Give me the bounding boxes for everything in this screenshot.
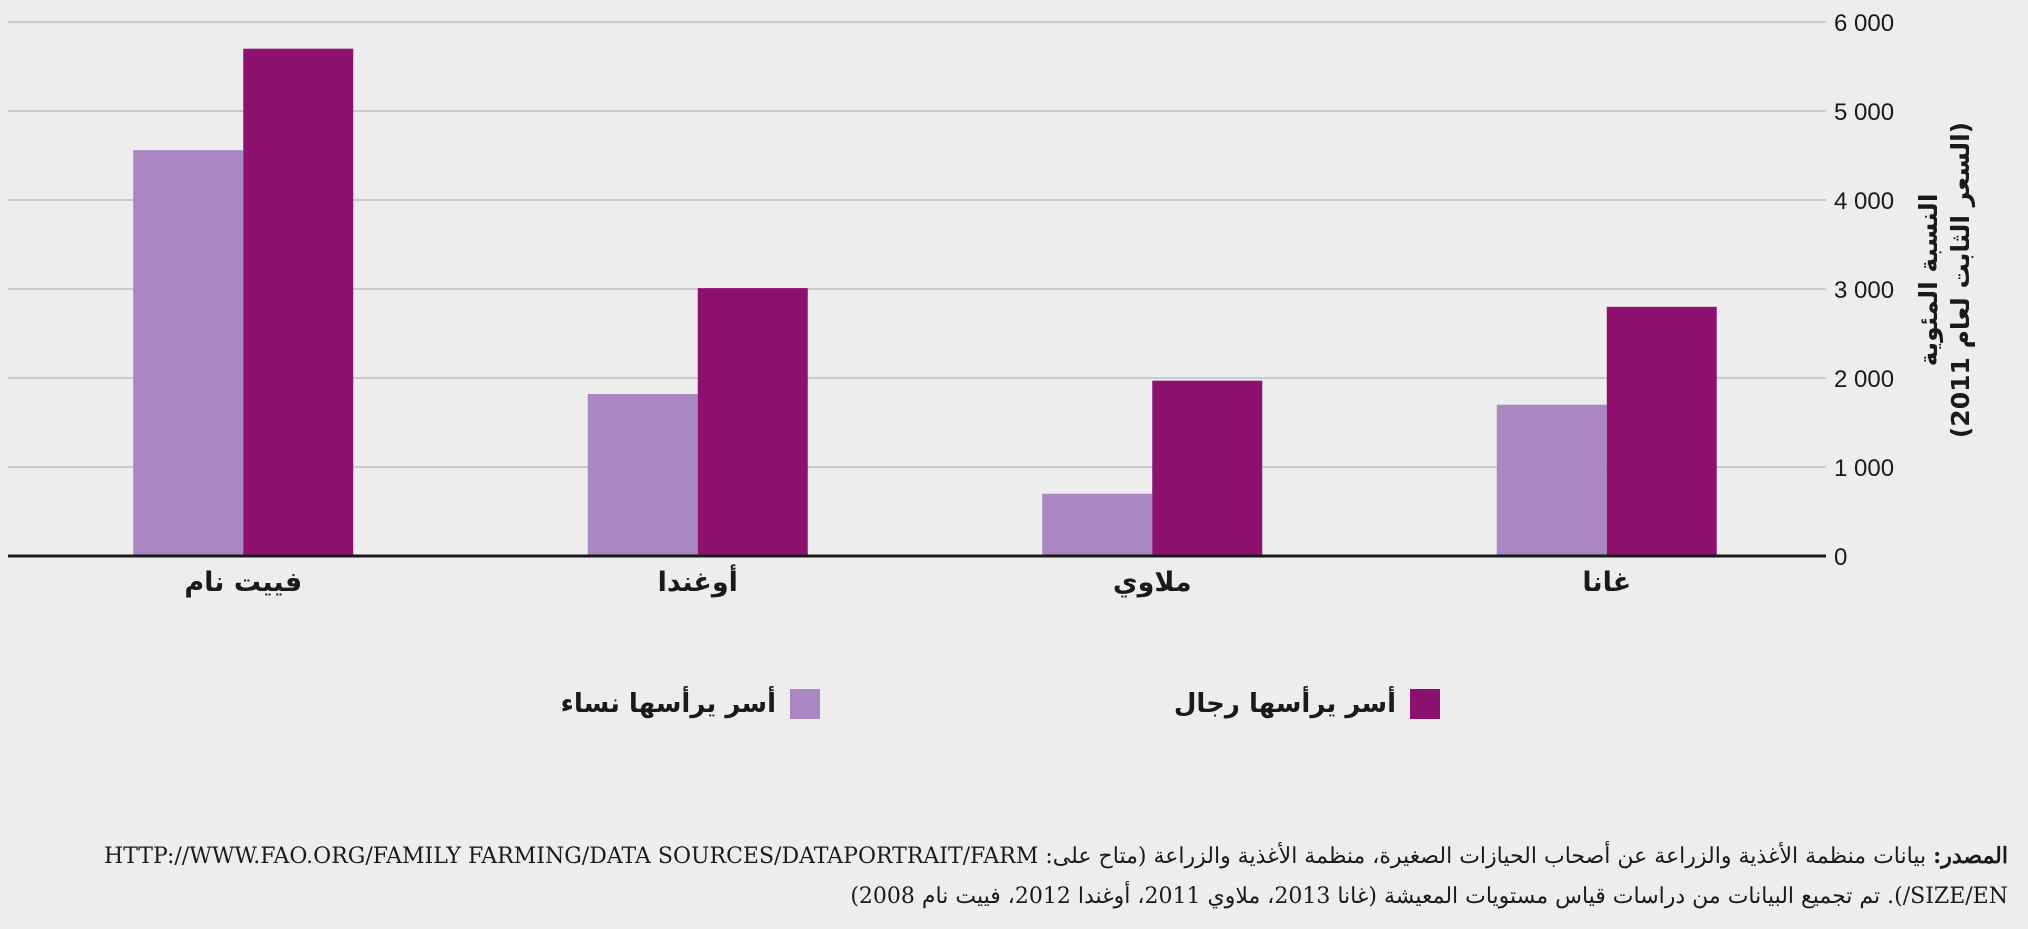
y-axis-ticks: 0 1 000 2 000 3 000 4 000 5 000 6 000 [1834, 10, 1894, 571]
bar [243, 48, 354, 556]
bar [1042, 493, 1153, 556]
legend-swatch-men [1410, 689, 1440, 719]
legend-item-women: أسر يرأسها نساء [561, 682, 820, 726]
y-tick-label: 2 000 [1834, 366, 1894, 393]
y-axis-label-line-1: النسبة المئوية [1914, 193, 1943, 367]
y-tick-label: 4 000 [1834, 188, 1894, 215]
x-category-label: فييت نام [184, 567, 302, 598]
source-label: المصدر: [1933, 843, 2008, 869]
x-axis-categories: غانا ملاوي أوغندا فييت نام [184, 564, 1631, 598]
x-category-label: أوغندا [658, 564, 738, 598]
x-category-label: غانا [1582, 567, 1631, 598]
bar [697, 288, 808, 556]
bar-chart: 0 1 000 2 000 3 000 4 000 5 000 6 000 غانا ملاو… [8, 10, 1894, 598]
y-axis-label: النسبة المئوية (السعر الثابت لعام 2011) [1900, 10, 1990, 550]
y-tick-label: 0 [1834, 544, 1847, 571]
source-note: المصدر: بيانات منظمة الأغذية والزراعة عن… [20, 836, 2008, 917]
y-tick-label: 3 000 [1834, 277, 1894, 304]
legend-item-men: أسر يرأسها رجال [1174, 682, 1440, 726]
y-tick-label: 6 000 [1834, 10, 1894, 37]
y-tick-label: 1 000 [1834, 455, 1894, 482]
bar [1152, 380, 1263, 556]
legend-label-women: أسر يرأسها نساء [560, 689, 776, 719]
x-category-label: ملاوي [1113, 567, 1192, 598]
legend-swatch-women [790, 689, 820, 719]
legend-label-men: أسر يرأسها رجال [1173, 689, 1396, 719]
bar [587, 394, 698, 556]
bar [133, 150, 244, 556]
bar [1496, 404, 1607, 556]
legend: أسر يرأسها رجال أسر يرأسها نساء [0, 682, 2028, 726]
source-text: بيانات منظمة الأغذية والزراعة عن أصحاب ا… [104, 844, 2008, 909]
bars [133, 48, 1717, 556]
y-tick-label: 5 000 [1834, 99, 1894, 126]
y-axis-label-line-2: (السعر الثابت لعام 2011) [1946, 121, 1975, 439]
bar [1606, 306, 1717, 556]
